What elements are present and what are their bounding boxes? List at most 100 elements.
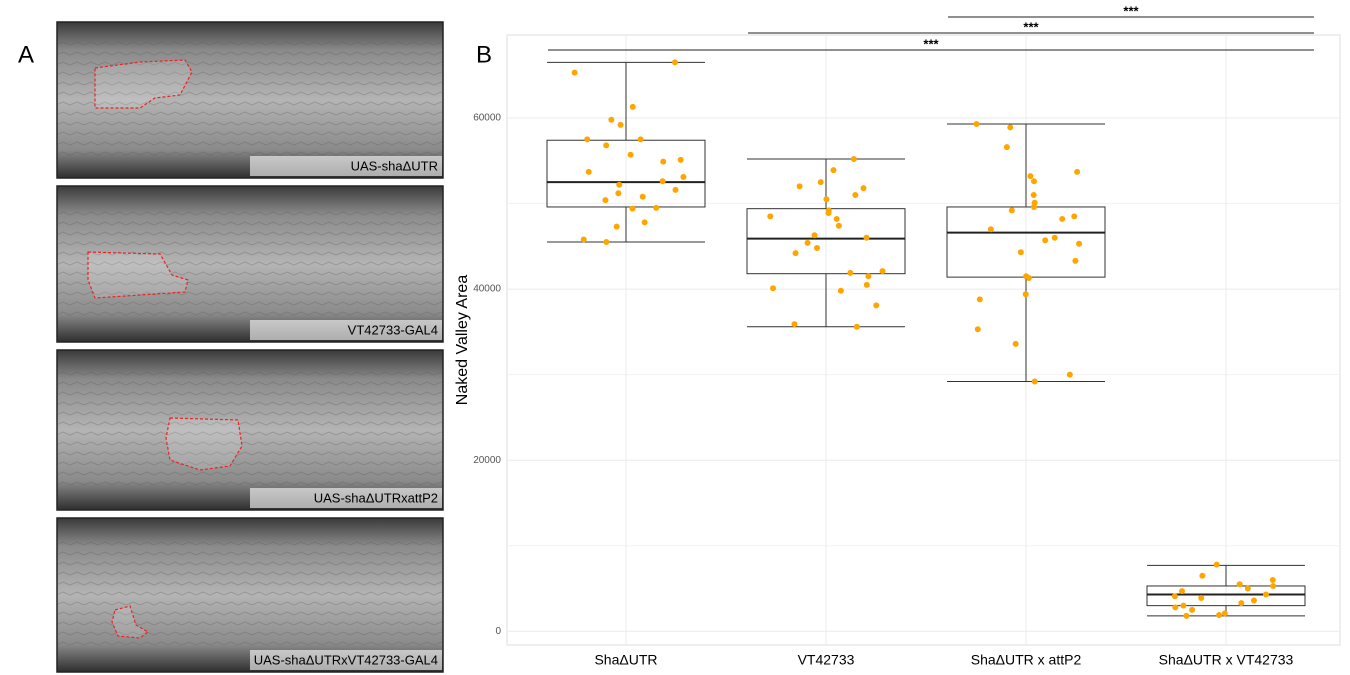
data-point [603,239,610,246]
data-point [850,156,857,163]
data-point [863,281,870,288]
significance-label: *** [923,36,939,51]
data-point [1216,612,1223,619]
data-point [796,183,803,190]
data-point [1172,604,1179,611]
data-point [853,323,860,330]
data-point [1221,610,1228,617]
data-point [1051,234,1058,241]
data-point [1183,612,1190,619]
data-point [613,223,620,230]
data-point [616,181,623,188]
data-point [629,205,636,212]
data-point [1199,572,1206,579]
data-point [847,269,854,276]
roi-outline [94,59,193,109]
data-point [1022,291,1029,298]
data-point [602,197,609,204]
data-point [974,326,981,333]
micrograph-label: UAS-shaΔUTRxVT42733-GAL4 [254,652,438,667]
data-point [1066,371,1073,378]
data-point [767,213,774,220]
data-point [792,250,799,257]
data-point [987,226,994,233]
data-point [1250,597,1257,604]
data-point [1074,168,1081,175]
data-point [1012,340,1019,347]
data-point [860,185,867,192]
data-point [1189,606,1196,613]
micrograph-texture [58,538,442,652]
data-point [653,204,660,211]
data-point [608,116,615,123]
data-point [1030,178,1037,185]
data-point [1236,581,1243,588]
x-tick-label: VT42733 [798,652,855,668]
data-point [1072,257,1079,264]
data-point [629,103,636,110]
data-point [672,186,679,193]
micrograph-texture [58,370,442,490]
label-bg [250,650,442,670]
roi-outline [87,251,189,299]
plot-area [506,34,1341,646]
box [746,208,906,275]
data-point [680,174,687,181]
micrograph-label: VT42733-GAL4 [348,322,438,337]
data-point [813,245,820,252]
data-point [637,136,644,143]
data-point [770,285,777,292]
y-tick-label: 60000 [473,113,501,124]
data-point [585,168,592,175]
data-point [603,142,610,149]
data-point [1030,203,1037,210]
label-bg [250,488,442,508]
y-tick-label: 0 [495,626,501,637]
y-axis-label: Naked Valley Area [454,275,471,406]
panel-a-label: A [18,41,34,68]
data-point [1007,124,1014,131]
data-point [615,190,622,197]
data-point [863,234,870,241]
data-point [833,215,840,222]
data-point [879,268,886,275]
data-point [627,151,634,158]
roi-outline [165,417,243,471]
data-point [1213,561,1220,568]
data-point [825,209,832,216]
significance-label: *** [1123,3,1139,18]
data-point [1179,588,1186,595]
box [1146,585,1306,607]
significance-label: *** [1023,19,1039,34]
data-point [571,69,578,76]
data-point [837,287,844,294]
label-bg [250,320,442,340]
data-point [1042,237,1049,244]
data-point [1003,144,1010,151]
roi-outline [111,605,150,639]
data-point [817,179,824,186]
data-point [660,158,667,165]
panel-b-label: B [476,41,492,68]
data-point [1262,591,1269,598]
micrograph-label: UAS-shaΔUTRxattP2 [314,490,438,505]
data-point [580,236,587,243]
data-point [1025,274,1032,281]
data-point [1076,240,1083,247]
data-point [1244,585,1251,592]
label-bg [250,156,442,176]
data-point [617,121,624,128]
data-point [1031,378,1038,385]
y-tick-label: 20000 [473,455,501,466]
data-point [1017,249,1024,256]
data-point [1027,173,1034,180]
data-point [1059,215,1066,222]
data-point [811,232,818,239]
micrograph-texture [58,206,442,322]
data-point [823,196,830,203]
data-point [639,193,646,200]
micrograph-label: UAS-shaΔUTR [351,158,438,173]
x-tick-label: ShaΔUTR x attP2 [971,652,1082,668]
data-point [976,296,983,303]
